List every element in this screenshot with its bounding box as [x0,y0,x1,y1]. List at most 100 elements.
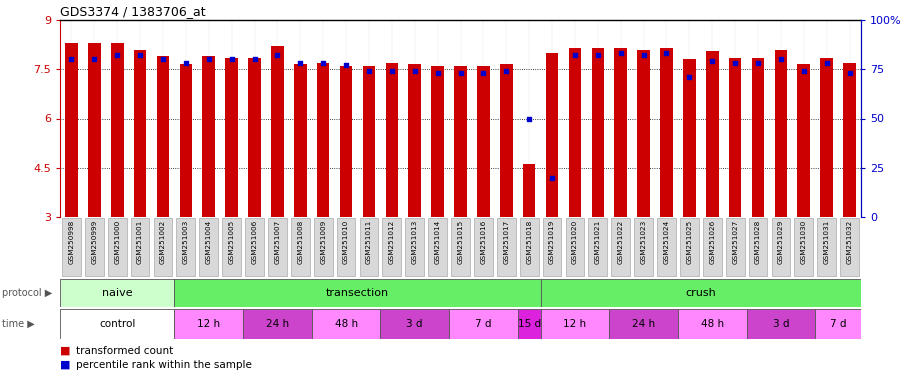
Bar [542,218,562,276]
Bar [725,218,745,276]
Bar [794,218,813,276]
Point [682,74,697,80]
Bar [451,218,470,276]
Point [842,70,856,76]
Point [499,68,514,74]
Bar [268,218,287,276]
Bar [518,309,540,339]
Bar [314,218,333,276]
Text: time ▶: time ▶ [2,319,35,329]
Bar [706,51,718,217]
Text: GSM251002: GSM251002 [160,219,166,264]
Text: GSM251031: GSM251031 [823,219,830,264]
Bar [383,218,401,276]
Text: 15 d: 15 d [518,319,540,329]
Text: GSM251025: GSM251025 [686,219,692,264]
Bar [409,65,421,217]
Bar [634,218,653,276]
Bar [540,279,861,307]
Bar [223,218,241,276]
Text: GSM251020: GSM251020 [572,219,578,264]
Bar [844,63,856,217]
Bar [174,279,540,307]
Point [110,52,125,58]
Bar [245,218,264,276]
Text: GSM251023: GSM251023 [640,219,647,264]
Text: GSM251013: GSM251013 [411,219,418,264]
Bar [177,218,195,276]
Bar [775,50,787,217]
Text: GSM251010: GSM251010 [344,219,349,264]
Bar [386,63,398,217]
Bar [771,218,791,276]
Bar [248,58,261,217]
Point [751,60,766,66]
Text: GSM251000: GSM251000 [114,219,120,264]
Bar [60,279,174,307]
Text: 24 h: 24 h [632,319,655,329]
Bar [200,218,218,276]
Point [316,60,331,66]
Text: GSM251006: GSM251006 [252,219,257,264]
Bar [611,218,630,276]
Text: percentile rank within the sample: percentile rank within the sample [76,360,252,370]
Text: transection: transection [326,288,389,298]
Bar [62,218,81,276]
Bar [798,65,810,217]
Bar [703,218,722,276]
Text: protocol ▶: protocol ▶ [2,288,52,298]
Text: GSM251029: GSM251029 [778,219,784,264]
Text: 48 h: 48 h [334,319,357,329]
Bar [154,218,172,276]
Point [133,52,147,58]
Bar [683,60,695,217]
Text: GSM251018: GSM251018 [526,219,532,264]
Bar [474,218,493,276]
Bar [429,218,447,276]
Bar [65,43,78,217]
Bar [131,218,149,276]
Point [591,52,605,58]
Point [476,70,491,76]
Bar [363,66,376,217]
Bar [638,50,649,217]
Text: GSM251022: GSM251022 [617,219,624,264]
Bar [88,43,101,217]
Text: GSM251009: GSM251009 [321,219,326,264]
Text: GSM250998: GSM250998 [69,219,74,264]
Bar [111,43,124,217]
Point [568,52,583,58]
Bar [85,218,104,276]
Bar [225,58,238,217]
Point [431,70,445,76]
Bar [157,56,169,217]
Bar [815,309,861,339]
Bar [477,66,490,217]
Text: GSM251017: GSM251017 [503,219,509,264]
Bar [202,56,215,217]
Bar [174,309,243,339]
Point [522,116,537,122]
Text: 12 h: 12 h [563,319,586,329]
Point [270,52,285,58]
Bar [431,66,444,217]
Bar [496,218,516,276]
Bar [406,218,424,276]
Text: transformed count: transformed count [76,346,173,356]
Text: 12 h: 12 h [197,319,221,329]
Text: GSM251021: GSM251021 [594,219,601,264]
Point [408,68,422,74]
Bar [271,46,284,217]
Text: GSM251019: GSM251019 [549,219,555,264]
Text: crush: crush [685,288,716,298]
Bar [546,53,559,217]
Bar [311,309,380,339]
Text: 7 d: 7 d [475,319,492,329]
Point [339,62,354,68]
Bar [449,309,518,339]
Text: GSM251030: GSM251030 [801,219,807,264]
Bar [747,309,815,339]
Text: GSM251003: GSM251003 [183,219,189,264]
Point [819,60,834,66]
Text: ■: ■ [60,360,71,370]
